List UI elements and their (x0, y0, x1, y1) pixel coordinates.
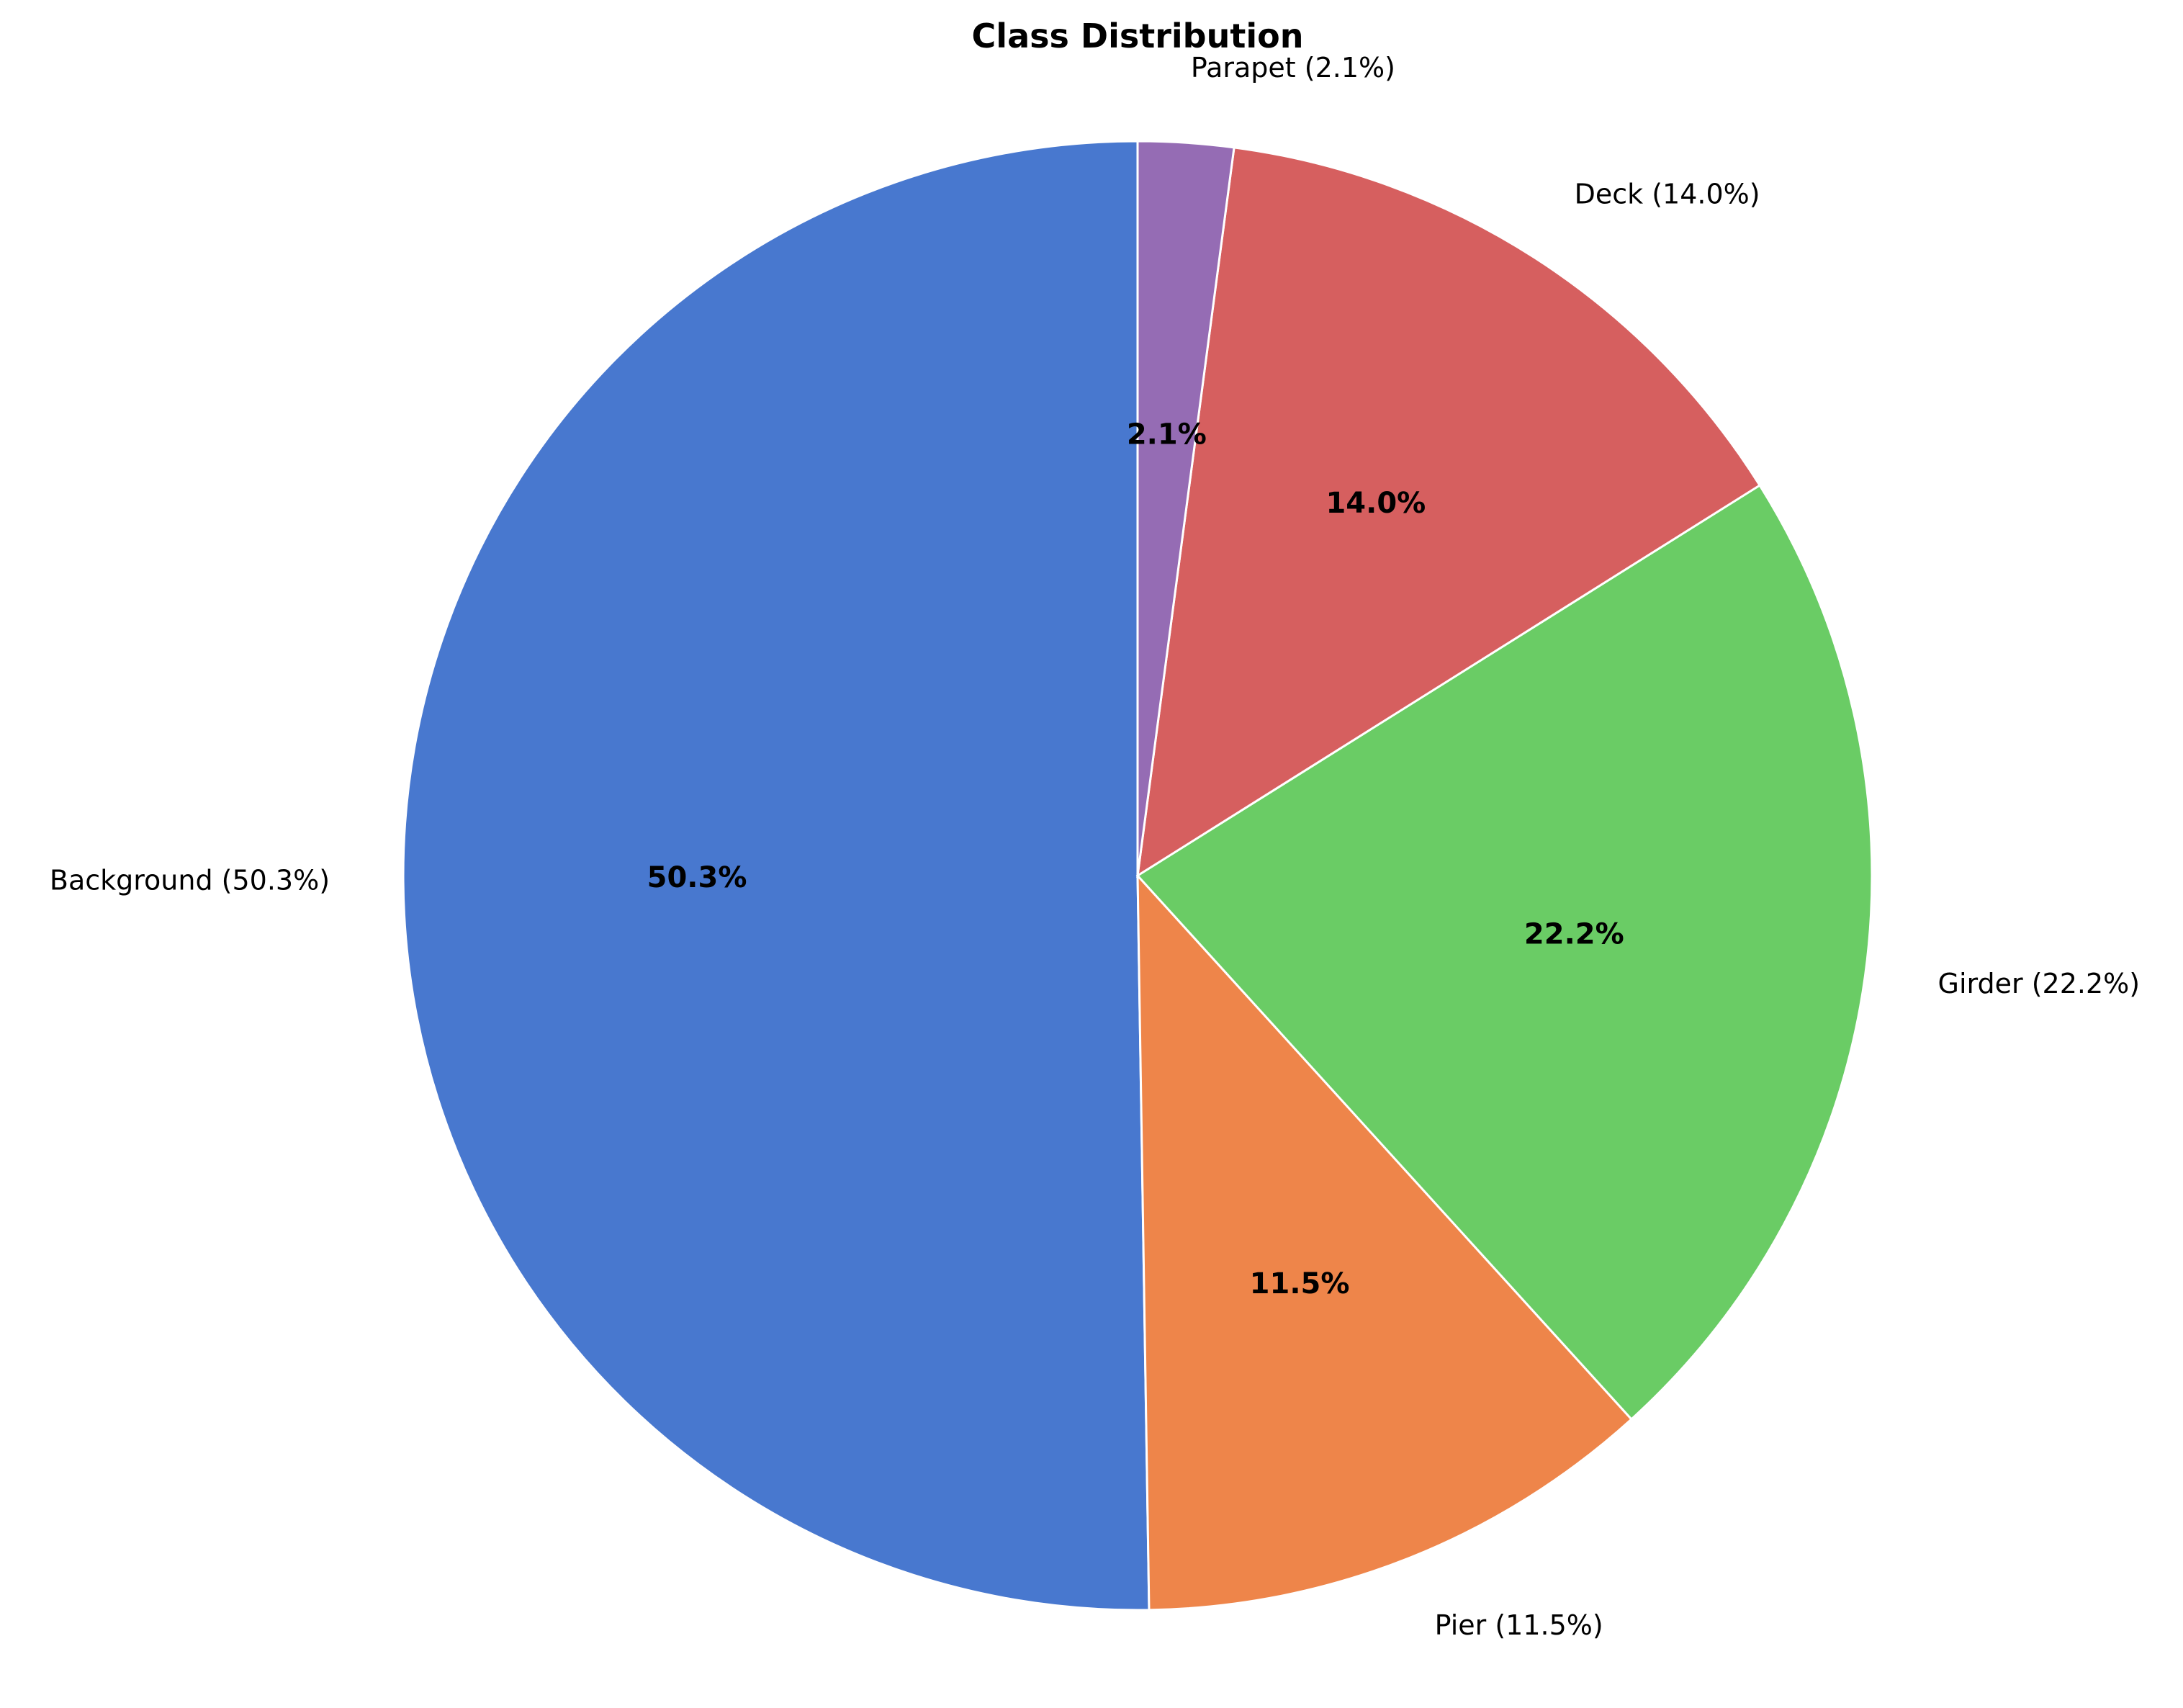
slice-label-parapet: Parapet (2.1%) (1191, 52, 1395, 84)
slice-pct-girder: 22.2% (1524, 917, 1624, 950)
slice-label-deck: Deck (14.0%) (1575, 179, 1760, 210)
slice-label-background: Background (50.3%) (50, 864, 330, 896)
pie-slice-girder (1135, 483, 1873, 1421)
slice-pct-background: 50.3% (647, 861, 747, 894)
pie-slice-background (402, 140, 1151, 1612)
chart-title: Class Distribution (972, 17, 1304, 55)
slice-pct-pier: 11.5% (1250, 1267, 1350, 1300)
pie-slices (402, 140, 1873, 1612)
pie-slice-deck (1136, 146, 1762, 878)
slice-label-pier: Pier (11.5%) (1435, 1609, 1603, 1641)
slice-label-girder: Girder (22.2%) (1938, 968, 2141, 999)
pie-slice-pier (1136, 873, 1634, 1612)
pie-labels: Background (50.3%) 50.3% Pier (11.5%) 11.5%… (50, 52, 2140, 1641)
slice-pct-deck: 14.0% (1325, 487, 1426, 520)
pie-slice-parapet (1136, 140, 1235, 876)
slice-pct-parapet: 2.1% (1127, 418, 1207, 451)
